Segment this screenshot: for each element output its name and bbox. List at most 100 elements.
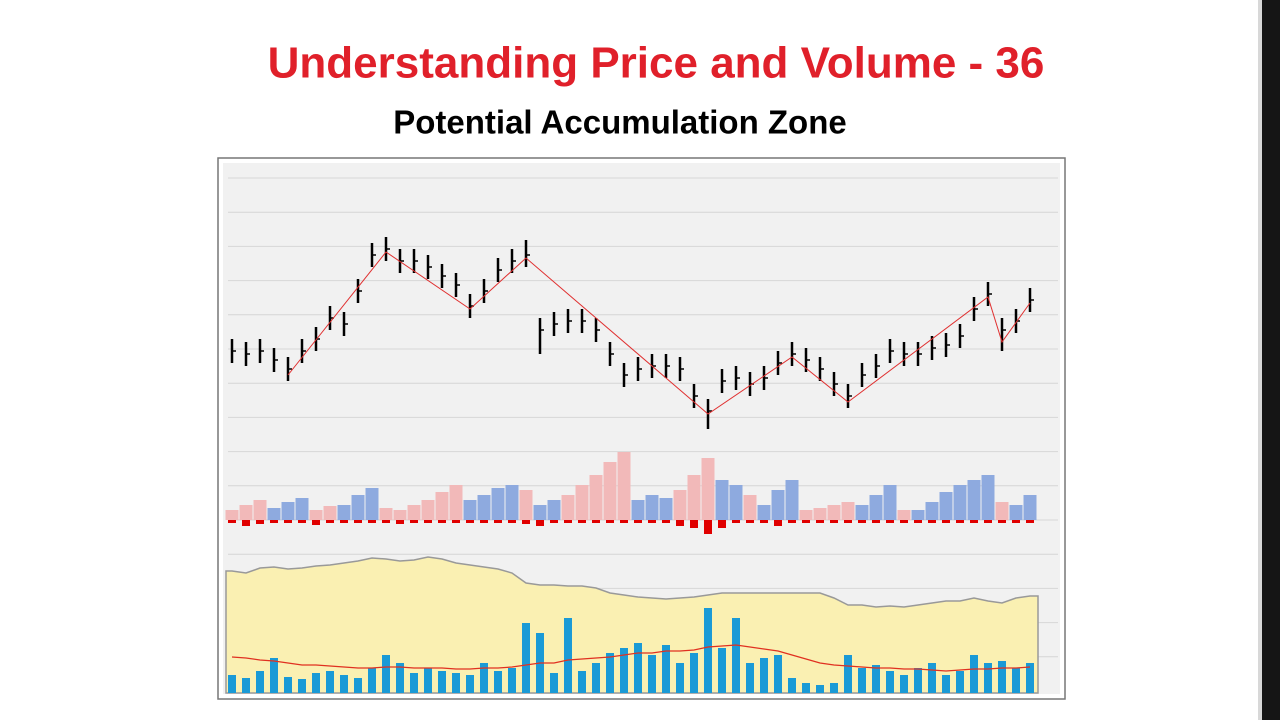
volume-bar: [438, 671, 446, 693]
wave-bar: [631, 500, 645, 520]
volume-bar: [480, 663, 488, 693]
volume-bar: [270, 658, 278, 693]
wave-bar: [522, 520, 530, 524]
wave-bar: [785, 480, 799, 520]
wave-bar: [480, 520, 488, 523]
wave-bar: [984, 520, 992, 523]
wave-bar: [897, 510, 911, 520]
wave-bar: [365, 488, 379, 520]
wave-bar: [242, 520, 250, 526]
volume-bar: [592, 663, 600, 693]
wave-bar: [592, 520, 600, 523]
volume-bar: [522, 623, 530, 693]
volume-bar: [368, 668, 376, 693]
wave-bar: [886, 520, 894, 523]
volume-bar: [256, 671, 264, 693]
wave-bar: [396, 520, 404, 524]
wave-bar: [844, 520, 852, 523]
wave-bar: [564, 520, 572, 523]
volume-bar: [774, 655, 782, 693]
wave-bar: [295, 498, 309, 520]
wave-bar: [298, 520, 306, 523]
wave-bar: [662, 520, 670, 523]
wave-bar: [589, 475, 603, 520]
wave-bar: [757, 505, 771, 520]
volume-bar: [718, 648, 726, 693]
volume-bar: [676, 663, 684, 693]
wave-bar: [718, 520, 726, 528]
trend-line: [287, 251, 1031, 415]
volume-area: [225, 556, 1039, 694]
wave-bar: [351, 495, 365, 520]
volume-bar: [634, 643, 642, 693]
wave-bar: [900, 520, 908, 523]
volume-bar: [1026, 663, 1034, 693]
wave-bar: [799, 510, 813, 520]
wave-bar: [956, 520, 964, 523]
volume-bar: [606, 653, 614, 693]
wave-bar: [746, 520, 754, 523]
volume-bar: [844, 655, 852, 693]
wave-bar: [228, 520, 236, 523]
volume-bar: [984, 663, 992, 693]
wave-bar: [813, 508, 827, 520]
volume-bar: [648, 655, 656, 693]
volume-bar: [858, 668, 866, 693]
wave-bar: [326, 520, 334, 523]
wave-bar: [452, 520, 460, 523]
wave-bar: [225, 510, 239, 520]
wave-bar: [802, 520, 810, 523]
wave-bar: [424, 520, 432, 523]
wave-bar: [340, 520, 348, 523]
wave-bar: [491, 488, 505, 520]
volume-bar: [788, 678, 796, 693]
wave-bar: [645, 495, 659, 520]
wave-bar: [827, 505, 841, 520]
wave-bar: [743, 495, 757, 520]
volume-bar: [956, 671, 964, 693]
wave-bar: [407, 505, 421, 520]
wave-bar: [239, 505, 253, 520]
wave-bar: [435, 492, 449, 520]
volume-bar: [830, 683, 838, 693]
volume-bar: [550, 673, 558, 693]
wave-bar: [519, 490, 533, 520]
wave-bar: [267, 508, 281, 520]
wave-bar: [1026, 520, 1034, 523]
wave-bar: [788, 520, 796, 523]
wave-bar: [715, 480, 729, 520]
wave-bar: [379, 508, 393, 520]
volume-bar: [620, 648, 628, 693]
volume-bar: [732, 618, 740, 693]
wave-bar: [312, 520, 320, 525]
volume-bar: [396, 663, 404, 693]
volume-bar: [228, 675, 236, 693]
volume-bar: [410, 673, 418, 693]
wave-bar: [505, 485, 519, 520]
wave-bar: [967, 480, 981, 520]
wave-bar: [858, 520, 866, 523]
volume-bar: [452, 673, 460, 693]
wave-bar: [701, 458, 715, 520]
wave-bar: [533, 505, 547, 520]
volume-bar: [312, 673, 320, 693]
wave-bar: [690, 520, 698, 528]
volume-bar: [662, 645, 670, 693]
volume-bar: [886, 671, 894, 693]
wave-bar: [463, 500, 477, 520]
wave-bar: [729, 485, 743, 520]
wave-bar: [494, 520, 502, 523]
wave-bar: [942, 520, 950, 523]
wave-bar: [732, 520, 740, 523]
volume-bar: [802, 683, 810, 693]
volume-average: [231, 644, 1031, 672]
volume-bar: [746, 663, 754, 693]
wave-bar: [256, 520, 264, 524]
wave-bar: [774, 520, 782, 526]
wave-bar: [617, 452, 631, 520]
wave-bar: [337, 505, 351, 520]
wave-bar: [477, 495, 491, 520]
edge-dark: [1262, 0, 1280, 720]
